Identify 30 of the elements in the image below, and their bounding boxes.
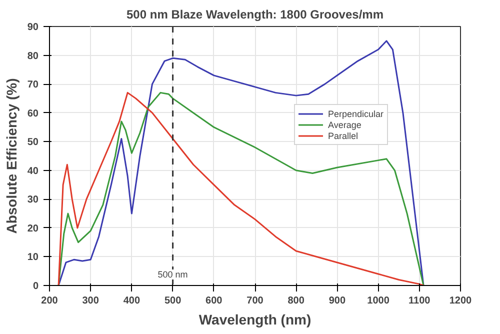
x-axis-title: Wavelength (nm) (198, 312, 312, 328)
x-tick-label: 600 (206, 296, 223, 306)
y-tick-label: 70 (27, 80, 39, 91)
x-tick-label: 800 (288, 296, 305, 306)
y-tick-label: 10 (27, 252, 39, 264)
legend-label: Average (328, 119, 362, 130)
x-tick-label: 400 (123, 296, 140, 306)
y-tick-label: 60 (27, 108, 39, 120)
x-tick-label: 700 (246, 296, 264, 306)
y-tick-label: 50 (27, 137, 39, 148)
x-tick-label: 1200 (449, 296, 472, 306)
legend-label: Perpendicular (328, 108, 384, 119)
ref-line-label: 500 nm (158, 270, 188, 280)
line-series (58, 92, 424, 286)
line-series (58, 40, 424, 286)
x-tick-label: 300 (82, 296, 100, 306)
chart-title: 500 nm Blaze Wavelength: 1800 Grooves/mm (126, 8, 384, 22)
x-tick-label: 500 (164, 296, 182, 306)
x-tick-label: 1000 (367, 296, 390, 306)
x-tick-label: 900 (328, 296, 346, 306)
x-tick-label: 200 (41, 296, 58, 306)
legend-label: Parallel (328, 130, 358, 141)
y-tick-label: 20 (27, 223, 39, 234)
y-tick-label: 90 (27, 22, 39, 33)
y-tick-label: 0 (32, 281, 39, 292)
y-tick-label: 30 (27, 194, 39, 206)
x-tick-label: 1100 (408, 296, 431, 306)
y-tick-label: 80 (27, 50, 39, 62)
y-axis-title: Absolute Efficiency (%) (3, 78, 20, 234)
y-tick-label: 40 (27, 166, 39, 177)
